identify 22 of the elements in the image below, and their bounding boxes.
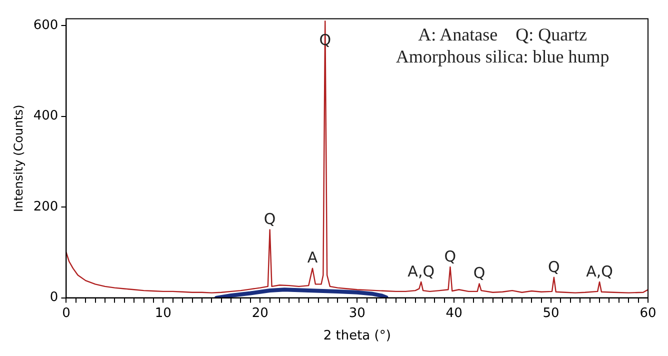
x-tick-label: 30 [348,306,366,321]
annotation: A: Anatase Q: Quartz [418,24,588,45]
annotation: A,Q [408,262,435,280]
x-tick-label: 0 [62,306,70,321]
annotation: Amorphous silica: blue hump [396,46,610,67]
x-tick-label: 40 [446,306,462,321]
y-tick-label: 600 [33,18,58,33]
annotation: Q [548,258,560,276]
annotation: Q [473,264,486,282]
x-axis-title: 2 theta (°) [323,328,391,344]
annotation: A,Q [586,262,613,280]
x-tick-label: 20 [252,306,268,321]
annotation: Q [264,210,276,228]
x-tick-label: 60 [640,306,656,321]
x-tick-label: 50 [542,306,560,321]
annotation: A [307,248,318,267]
annotation: Q [444,247,456,266]
y-tick-label: 400 [33,108,58,124]
y-tick-label: 200 [33,199,58,214]
y-tick-label: 0 [50,290,58,306]
y-axis-title: Intensity (Counts) [11,104,26,212]
x-tick-label: 10 [154,306,172,321]
